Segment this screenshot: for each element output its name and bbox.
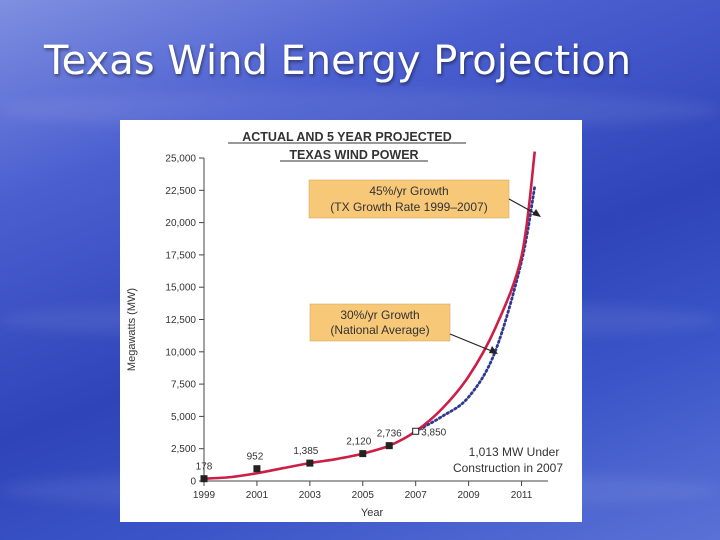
callout-30-line-2: (National Average) — [330, 323, 429, 337]
callout-45-arrowhead — [532, 209, 541, 217]
y-tick-label: 17,500 — [165, 250, 196, 261]
actual-data-point — [412, 427, 420, 435]
y-tick-label: 10,000 — [165, 347, 196, 358]
actual-data-point — [385, 442, 393, 450]
wind-power-chart: ACTUAL AND 5 YEAR PROJECTED TEXAS WIND P… — [126, 130, 563, 519]
chart-title: ACTUAL AND 5 YEAR PROJECTED TEXAS WIND P… — [228, 130, 466, 162]
construction-note-line-2: Construction in 2007 — [453, 461, 563, 475]
callout-30-arrowhead — [489, 346, 498, 354]
x-tick-label: 2005 — [352, 490, 375, 501]
chart-axes: 0 2,500 5,000 7,500 10,000 12,500 15,000 17,500… — [126, 154, 548, 519]
slide-title: Texas Wind Energy Projection — [44, 38, 632, 84]
data-label: 2,736 — [377, 429, 402, 440]
x-tick-label: 2011 — [511, 490, 533, 501]
y-tick-label: 7,500 — [171, 380, 196, 391]
y-tick-label: 5,000 — [171, 412, 196, 423]
callout-box-30 — [309, 303, 451, 342]
chart-annotations: 45%/yr Growth (TX Growth Rate 1999–2007) 3… — [308, 179, 563, 475]
y-tick-label: 20,000 — [165, 218, 196, 229]
x-tick-label: 2001 — [246, 490, 269, 501]
chart-title-line-2: TEXAS WIND POWER — [289, 148, 418, 162]
callout-box-45 — [308, 179, 510, 219]
y-tick-label: 15,000 — [165, 283, 196, 294]
chart-title-line-1: ACTUAL AND 5 YEAR PROJECTED — [242, 130, 452, 144]
callout-45-arrow — [508, 198, 539, 216]
actual-data-point — [200, 475, 208, 483]
callout-45-line-2: (TX Growth Rate 1999–2007) — [330, 200, 487, 214]
y-tick-label: 25,000 — [165, 154, 196, 165]
chart-points: 178 952 1,385 2,120 2,736 3,850 — [196, 427, 447, 483]
projection-45-line — [203, 151, 537, 480]
y-tick-label: 2,500 — [171, 444, 196, 455]
actual-data-point — [253, 465, 261, 473]
chart-lines — [203, 151, 537, 480]
data-label: 2,120 — [346, 437, 371, 448]
actual-data-point — [306, 459, 314, 467]
x-tick-label: 1999 — [193, 490, 216, 501]
x-tick-label: 2007 — [405, 490, 428, 501]
callout-30-arrow — [449, 333, 495, 353]
y-tick-label: 22,500 — [165, 186, 196, 197]
callout-30-line-1: 30%/yr Growth — [340, 308, 419, 322]
chart-panel: ACTUAL AND 5 YEAR PROJECTED TEXAS WIND P… — [120, 120, 582, 522]
data-label: 952 — [247, 452, 264, 463]
actual-data-point — [359, 450, 367, 458]
x-axis-label: Year — [361, 507, 384, 519]
data-label: 1,385 — [293, 446, 318, 457]
construction-note-line-1: 1,013 MW Under — [469, 445, 560, 459]
y-axis-label: Megawatts (MW) — [126, 288, 138, 371]
y-tick-label: 12,500 — [165, 315, 196, 326]
callout-45-line-1: 45%/yr Growth — [369, 184, 448, 198]
x-tick-label: 2003 — [299, 490, 322, 501]
x-tick-label: 2009 — [457, 490, 480, 501]
y-tick-label: 0 — [190, 477, 196, 488]
data-label: 178 — [196, 462, 213, 473]
data-label: 3,850 — [421, 427, 446, 438]
